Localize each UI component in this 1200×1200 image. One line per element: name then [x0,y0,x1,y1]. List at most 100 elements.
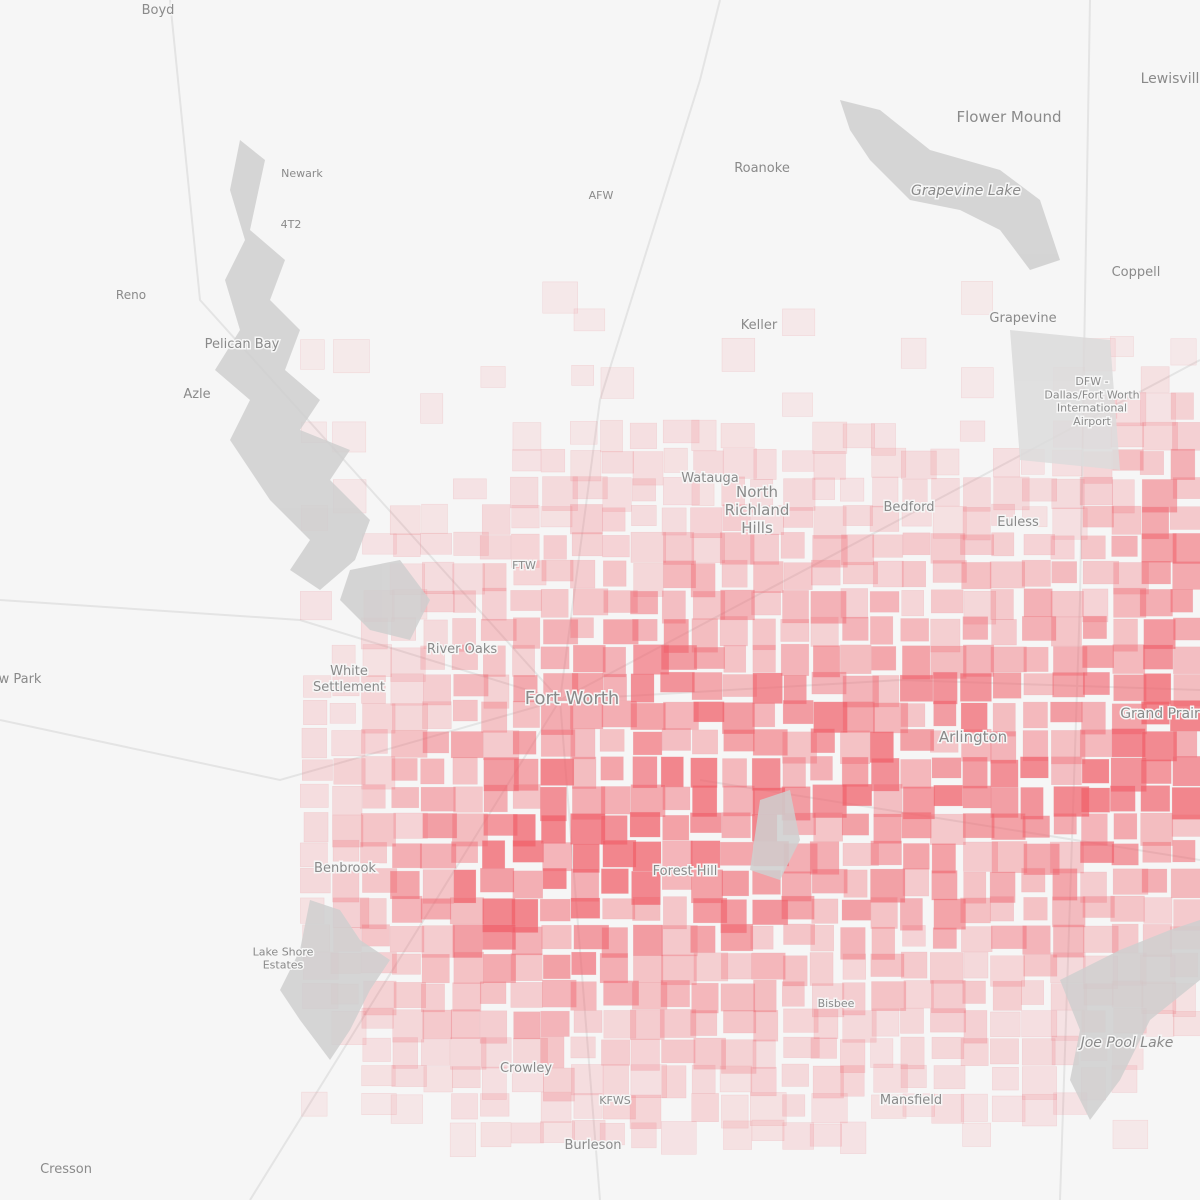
place-label: River Oaks [427,642,498,657]
tract [332,870,360,903]
tract [840,1039,866,1073]
tract [511,926,543,956]
tract [691,672,723,700]
tract [602,898,636,920]
tract [843,869,868,898]
tract [362,703,396,734]
tract [300,783,329,808]
place-label: Coppell [1112,265,1161,280]
tract [1112,1119,1149,1149]
tract [691,419,717,451]
tract [603,590,638,613]
tract [570,897,601,919]
tract [362,784,386,809]
place-label-line: Cresson [40,1162,92,1177]
tract [570,559,596,589]
tract [1022,506,1048,528]
tract [753,1010,779,1042]
tract [633,924,663,956]
tract [1140,392,1176,426]
tract [662,815,690,841]
place-label-line: Grand Prair [1120,706,1200,722]
tract [511,504,540,529]
place-label: Pelican Bay [205,337,280,352]
tract [840,1065,865,1097]
tract [1023,534,1056,556]
tract [990,925,1027,949]
place-label-line: Bedford [883,500,934,515]
tract [1140,759,1172,784]
tract [933,785,963,807]
place-label-line: Grapevine [989,311,1056,326]
tract [301,727,327,759]
tract [870,616,894,645]
tract [723,729,755,752]
tract [449,897,485,925]
tract [1111,843,1139,866]
tract [692,590,726,620]
tract [603,673,627,701]
tract [512,870,544,899]
tract [572,756,597,789]
tract [931,980,966,1014]
tract [602,1095,636,1120]
tract [422,1009,453,1040]
tract [839,477,865,502]
place-label: Benbrook [314,861,376,876]
tract [871,447,907,478]
tract [811,559,841,586]
tract [811,868,848,894]
tract [933,1065,966,1090]
tract [873,783,903,818]
tract [751,1119,785,1141]
tract [423,674,452,706]
tract [902,925,926,947]
tract [720,953,752,980]
tract [302,759,333,781]
tract [813,506,847,539]
tract [900,1036,925,1070]
tract [1141,701,1170,725]
tract [813,645,841,678]
tract [452,1066,481,1089]
tract [361,924,390,947]
place-label: w Park [0,672,42,687]
tract [570,1036,596,1059]
tract [1023,588,1053,618]
tract [813,812,843,842]
tract [630,590,659,615]
tract [991,619,1017,646]
tract [361,756,396,790]
tract [809,841,840,875]
tract [813,1008,839,1039]
tract [842,423,875,449]
tract [303,675,332,698]
tract [933,700,957,727]
tract [513,1037,548,1067]
tract [573,644,606,673]
tract [902,532,931,556]
tract [721,1039,757,1074]
tract [1140,812,1174,846]
tract [782,757,806,789]
place-label: Joe Pool Lake [1078,1035,1174,1051]
place-label-line: Grapevine Lake [911,183,1021,199]
tract [480,366,506,388]
tract [842,982,866,1016]
tract [663,532,695,565]
tract [662,840,693,871]
tract [542,842,573,872]
tract [753,448,777,480]
tract [723,1010,757,1034]
tract [299,842,328,867]
place-label-line: Dallas/Fort Worth [1044,388,1139,401]
tract [782,450,815,472]
tract [513,1011,541,1040]
tracts [299,281,1200,1157]
tract [783,1036,820,1058]
tract [1170,392,1194,420]
tract [391,787,420,809]
tract [1082,925,1119,953]
tract [331,644,356,670]
road [169,0,561,701]
